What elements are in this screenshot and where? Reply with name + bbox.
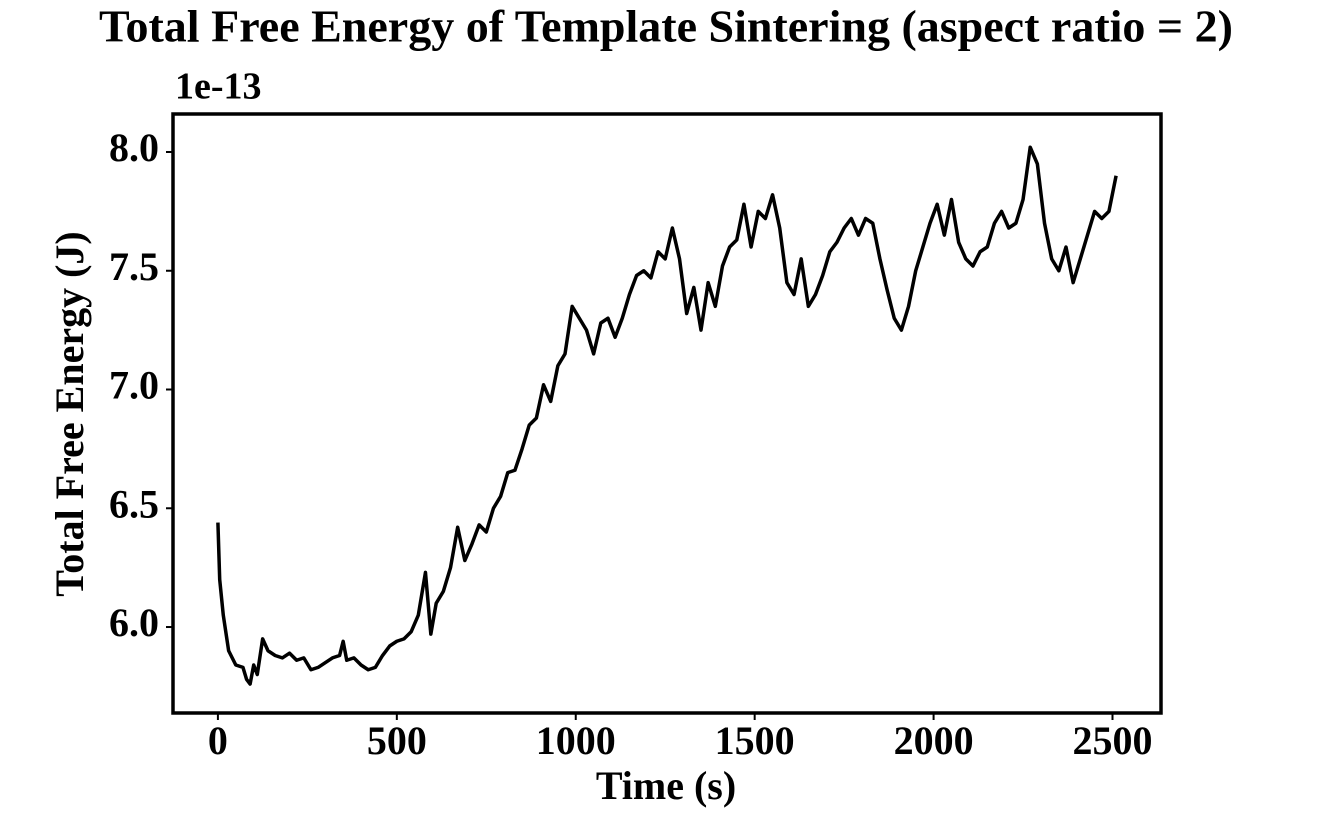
x-axis-label: Time (s) <box>596 763 736 808</box>
y-tick-label: 7.5 <box>109 244 159 289</box>
x-tick-label: 2500 <box>1073 718 1153 763</box>
y-offset-label: 1e-13 <box>175 66 262 108</box>
x-tick-label: 0 <box>208 718 228 763</box>
y-tick-label: 6.0 <box>109 600 159 645</box>
chart-title: Total Free Energy of Template Sintering … <box>99 1 1233 52</box>
y-tick-label: 6.5 <box>109 481 159 526</box>
data-line <box>216 145 1118 686</box>
x-tick-label: 500 <box>367 718 427 763</box>
y-tick-label: 8.0 <box>109 125 159 170</box>
x-tick-label: 1000 <box>536 718 616 763</box>
y-tick-label: 7.0 <box>109 363 159 408</box>
y-axis-label: Total Free Energy (J) <box>47 231 92 597</box>
x-tick-label: 1500 <box>715 718 795 763</box>
plot-frame <box>171 112 1163 715</box>
x-tick-label: 2000 <box>894 718 974 763</box>
